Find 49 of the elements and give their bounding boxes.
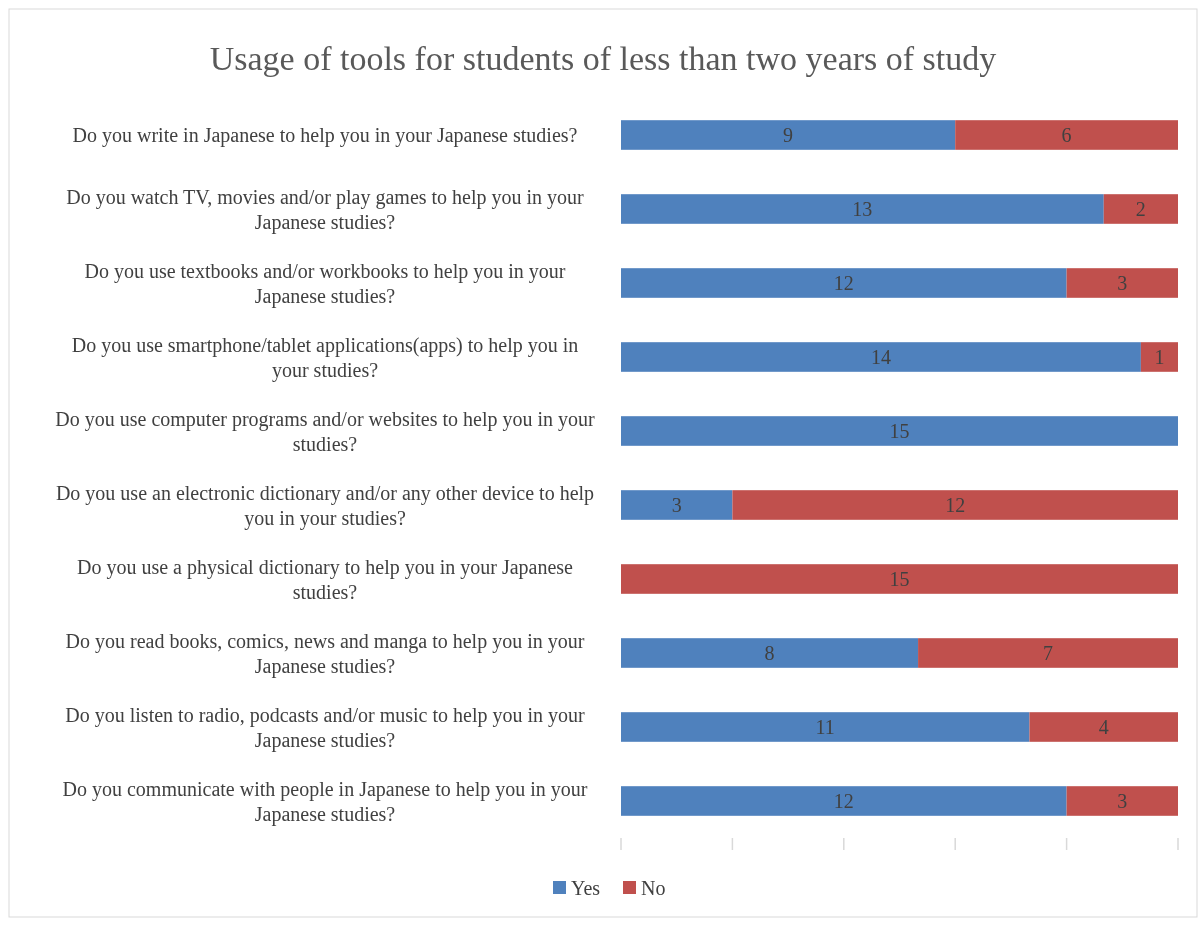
bar [1066, 786, 1178, 816]
y-tick-label: Do you communicate with people in Japanese to help you in your Japanese studies? [62, 777, 588, 826]
legend-label: Yes [571, 877, 601, 899]
data-label: 3 [1117, 790, 1128, 812]
y-tick-label: Do you use an electronic dictionary and/or any other device to help you in your studies? [55, 481, 595, 530]
bar [621, 342, 1141, 372]
bar [1103, 194, 1178, 224]
data-label: 4 [1098, 716, 1109, 738]
bar [621, 120, 956, 150]
y-tick-label: Do you use smartphone/tablet applications(apps) to help you in your studies? [71, 333, 579, 382]
bar [1029, 712, 1178, 742]
data-label: 7 [1043, 642, 1054, 664]
bar [732, 490, 1178, 520]
bar [621, 712, 1030, 742]
data-label: 13 [852, 198, 873, 220]
data-label: 12 [833, 272, 854, 294]
data-label: 14 [870, 346, 891, 368]
data-label: 12 [833, 790, 854, 812]
bar [918, 638, 1178, 668]
y-tick-label: Do you watch TV, movies and/or play games to help you in your Japanese studies? [66, 185, 585, 234]
bar [1066, 268, 1178, 298]
bar [621, 268, 1067, 298]
data-label: 12 [945, 494, 966, 516]
bar [621, 490, 733, 520]
y-tick-label: Do you use textbooks and/or workbooks to help you in your Japanese studies? [84, 259, 566, 308]
bar [621, 638, 919, 668]
data-label: 15 [889, 420, 910, 442]
bar [621, 194, 1104, 224]
data-label: 3 [671, 494, 682, 516]
bar [621, 564, 1178, 594]
data-label: 9 [783, 124, 794, 146]
data-label: 2 [1135, 198, 1146, 220]
y-tick-label: Do you listen to radio, podcasts and/or music to help you in your Japanese studies? [65, 703, 586, 752]
chart-title: Usage of tools for students of less than two years of study [209, 40, 997, 77]
legend-label: No [641, 877, 666, 899]
bar [621, 416, 1178, 446]
data-label: 8 [764, 642, 775, 664]
bar [955, 120, 1178, 150]
data-label: 3 [1117, 272, 1128, 294]
y-tick-label: Do you write in Japanese to help you in your Japanese studies? [72, 124, 578, 147]
data-label: 15 [889, 568, 910, 590]
bar [621, 786, 1067, 816]
data-label: 6 [1061, 124, 1072, 146]
data-label: 11 [815, 716, 835, 738]
bar [1140, 342, 1178, 372]
data-label: 1 [1154, 346, 1165, 368]
y-tick-label: Do you use a physical dictionary to help you in your Japanese studies? [77, 555, 574, 603]
y-tick-label: Do you read books, comics, news and manga to help you in your Japanese studies? [65, 629, 585, 678]
y-tick-label: Do you use computer programs and/or websites to help you in your studies? [55, 407, 596, 455]
